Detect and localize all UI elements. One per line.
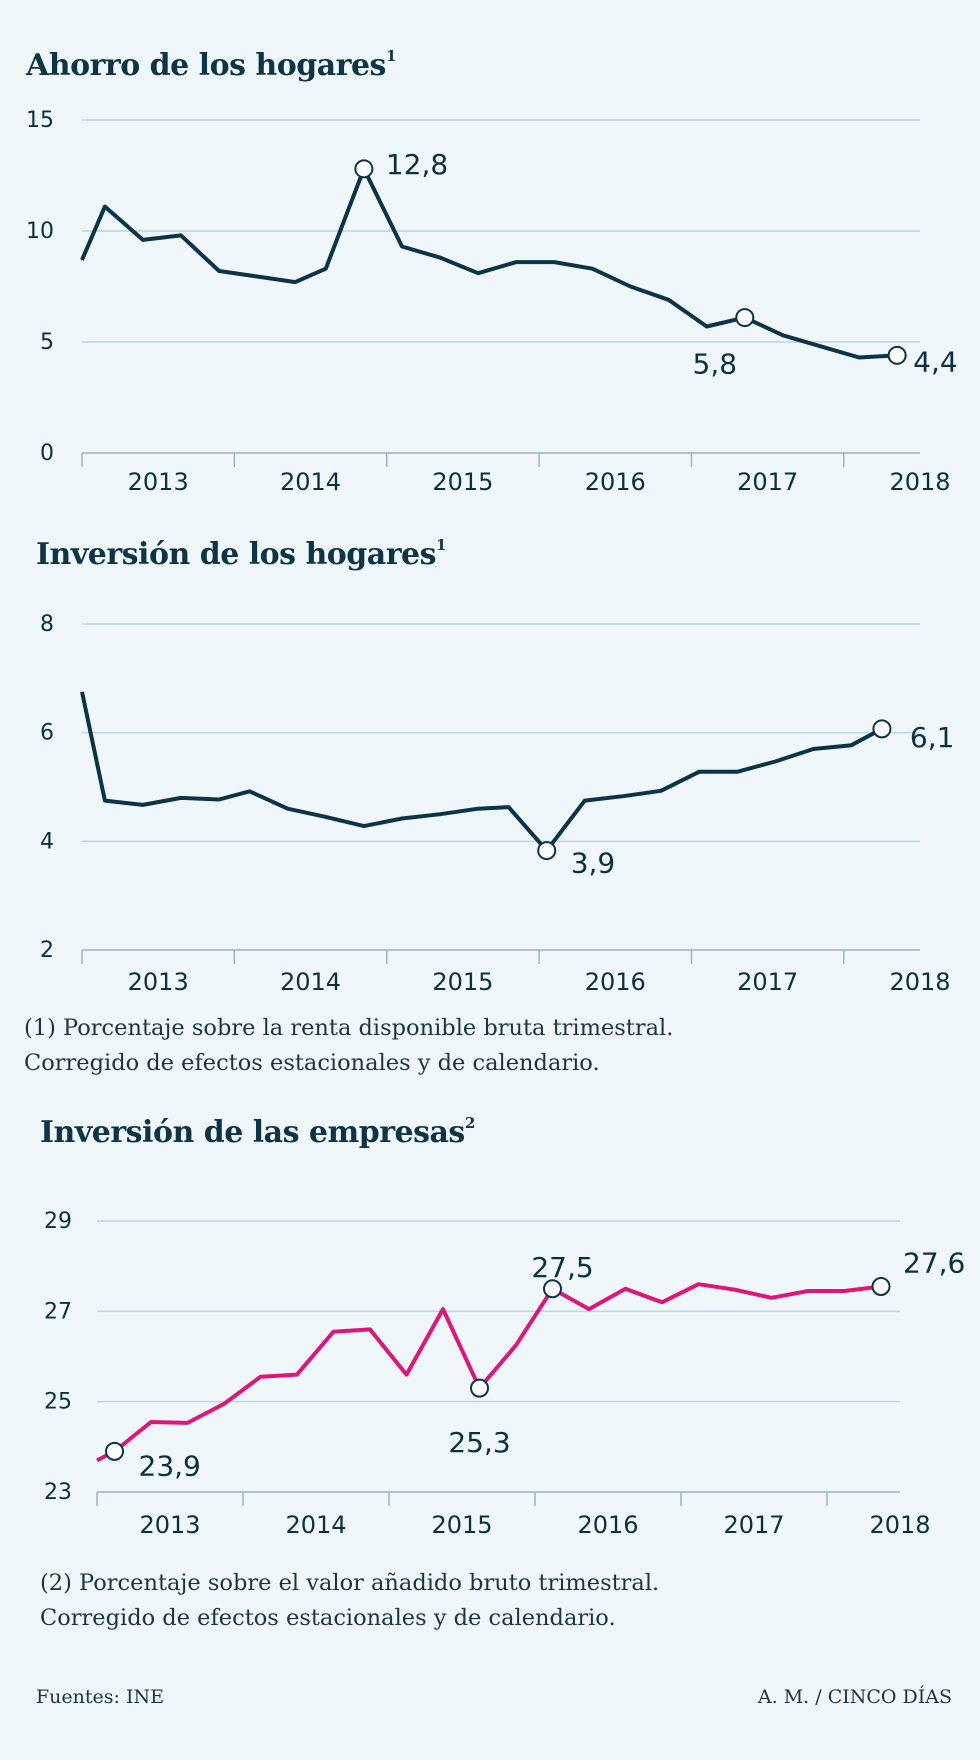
data-label: 25,3 xyxy=(448,1426,510,1459)
x-tick-label: 2013 xyxy=(128,968,189,996)
chart-inversion-hogares: 2 4 6 8 2013 2014 2015 2016 2017 2018 3,9 6,1 xyxy=(40,612,954,996)
x-tick-label: 2015 xyxy=(431,1511,492,1539)
y-tick-label: 29 xyxy=(44,1209,72,1234)
highlight-marker xyxy=(735,308,755,328)
x-tick-label: 2018 xyxy=(869,1511,930,1539)
x-tick-label: 2016 xyxy=(585,968,646,996)
data-label: 6,1 xyxy=(910,721,955,754)
footer-source: Fuentes: INE xyxy=(36,1686,164,1708)
y-tick-label: 27 xyxy=(44,1299,72,1324)
note-2: (2) Porcentaje sobre el valor añadido br… xyxy=(40,1566,659,1636)
highlight-marker xyxy=(354,159,374,179)
chart1-title-superscript: 1 xyxy=(385,47,396,65)
data-label: 5,8 xyxy=(693,348,738,381)
chart2-title-superscript: 1 xyxy=(436,536,446,554)
note-1-line-2: Corregido de efectos estacionales y de c… xyxy=(24,1050,600,1076)
data-label: 4,4 xyxy=(913,345,958,378)
x-tick-label: 2014 xyxy=(285,1511,346,1539)
highlight-marker xyxy=(470,1378,490,1398)
y-tick-label: 15 xyxy=(26,108,54,133)
highlight-marker xyxy=(887,345,907,365)
x-tick-label: 2017 xyxy=(737,968,798,996)
series-line xyxy=(80,166,898,360)
x-tick-label: 2017 xyxy=(737,468,798,496)
x-tick-label: 2015 xyxy=(432,968,493,996)
series-line xyxy=(80,691,883,853)
note-2-line-2: Corregido de efectos estacionales y de c… xyxy=(40,1605,616,1631)
x-tick-label: 2013 xyxy=(139,1511,200,1539)
highlight-marker xyxy=(871,1276,891,1296)
highlight-marker xyxy=(872,719,892,739)
x-tick-label: 2017 xyxy=(723,1511,784,1539)
y-tick-label: 8 xyxy=(40,612,54,637)
highlight-marker xyxy=(105,1441,125,1461)
chart3-title: Inversión de las empresas2 xyxy=(40,1114,475,1150)
x-tick-label: 2016 xyxy=(585,468,646,496)
x-tick-label: 2013 xyxy=(128,468,189,496)
chart1-title-text: Ahorro de los hogares xyxy=(26,48,386,83)
y-tick-label: 6 xyxy=(40,721,54,746)
y-tick-label: 0 xyxy=(40,441,54,466)
y-tick-label: 4 xyxy=(40,829,54,854)
data-label: 23,9 xyxy=(139,1449,201,1482)
note-2-line-1: (2) Porcentaje sobre el valor añadido br… xyxy=(40,1570,660,1596)
data-label: 12,8 xyxy=(386,148,448,181)
note-1-line-1: (1) Porcentaje sobre la renta disponible… xyxy=(24,1015,674,1041)
y-tick-label: 23 xyxy=(44,1480,72,1505)
note-1: (1) Porcentaje sobre la renta disponible… xyxy=(24,1011,673,1081)
chart1-title: Ahorro de los hogares1 xyxy=(26,47,396,83)
chart-ahorro-hogares: 0 5 10 15 2013 2014 2015 2016 2017 2018 12,8 5,8 4,4 xyxy=(26,108,958,496)
x-tick-label: 2015 xyxy=(432,468,493,496)
x-tick-label: 2018 xyxy=(889,468,950,496)
chart-inversion-empresas: 23 25 27 29 2013 2014 2015 2016 2017 2018 23,9 25,3… xyxy=(44,1209,965,1539)
x-tick-label: 2016 xyxy=(577,1511,638,1539)
data-label: 27,5 xyxy=(531,1251,593,1284)
y-tick-label: 10 xyxy=(26,219,54,244)
data-label: 27,6 xyxy=(903,1246,965,1279)
chart3-title-text: Inversión de las empresas xyxy=(40,1115,465,1150)
x-tick-label: 2018 xyxy=(889,968,950,996)
x-tick-label: 2014 xyxy=(280,968,341,996)
y-tick-label: 25 xyxy=(44,1390,72,1415)
highlight-marker xyxy=(543,1279,563,1299)
chart2-title: Inversión de los hogares1 xyxy=(36,536,446,572)
y-tick-label: 2 xyxy=(40,938,54,963)
data-label: 3,9 xyxy=(571,847,616,880)
chart2-title-text: Inversión de los hogares xyxy=(36,537,437,572)
highlight-marker xyxy=(537,841,557,861)
y-tick-label: 5 xyxy=(40,330,54,355)
x-tick-label: 2014 xyxy=(280,468,341,496)
footer-credit: A. M. / CINCO DÍAS xyxy=(757,1686,952,1708)
chart3-title-superscript: 2 xyxy=(464,1114,475,1132)
